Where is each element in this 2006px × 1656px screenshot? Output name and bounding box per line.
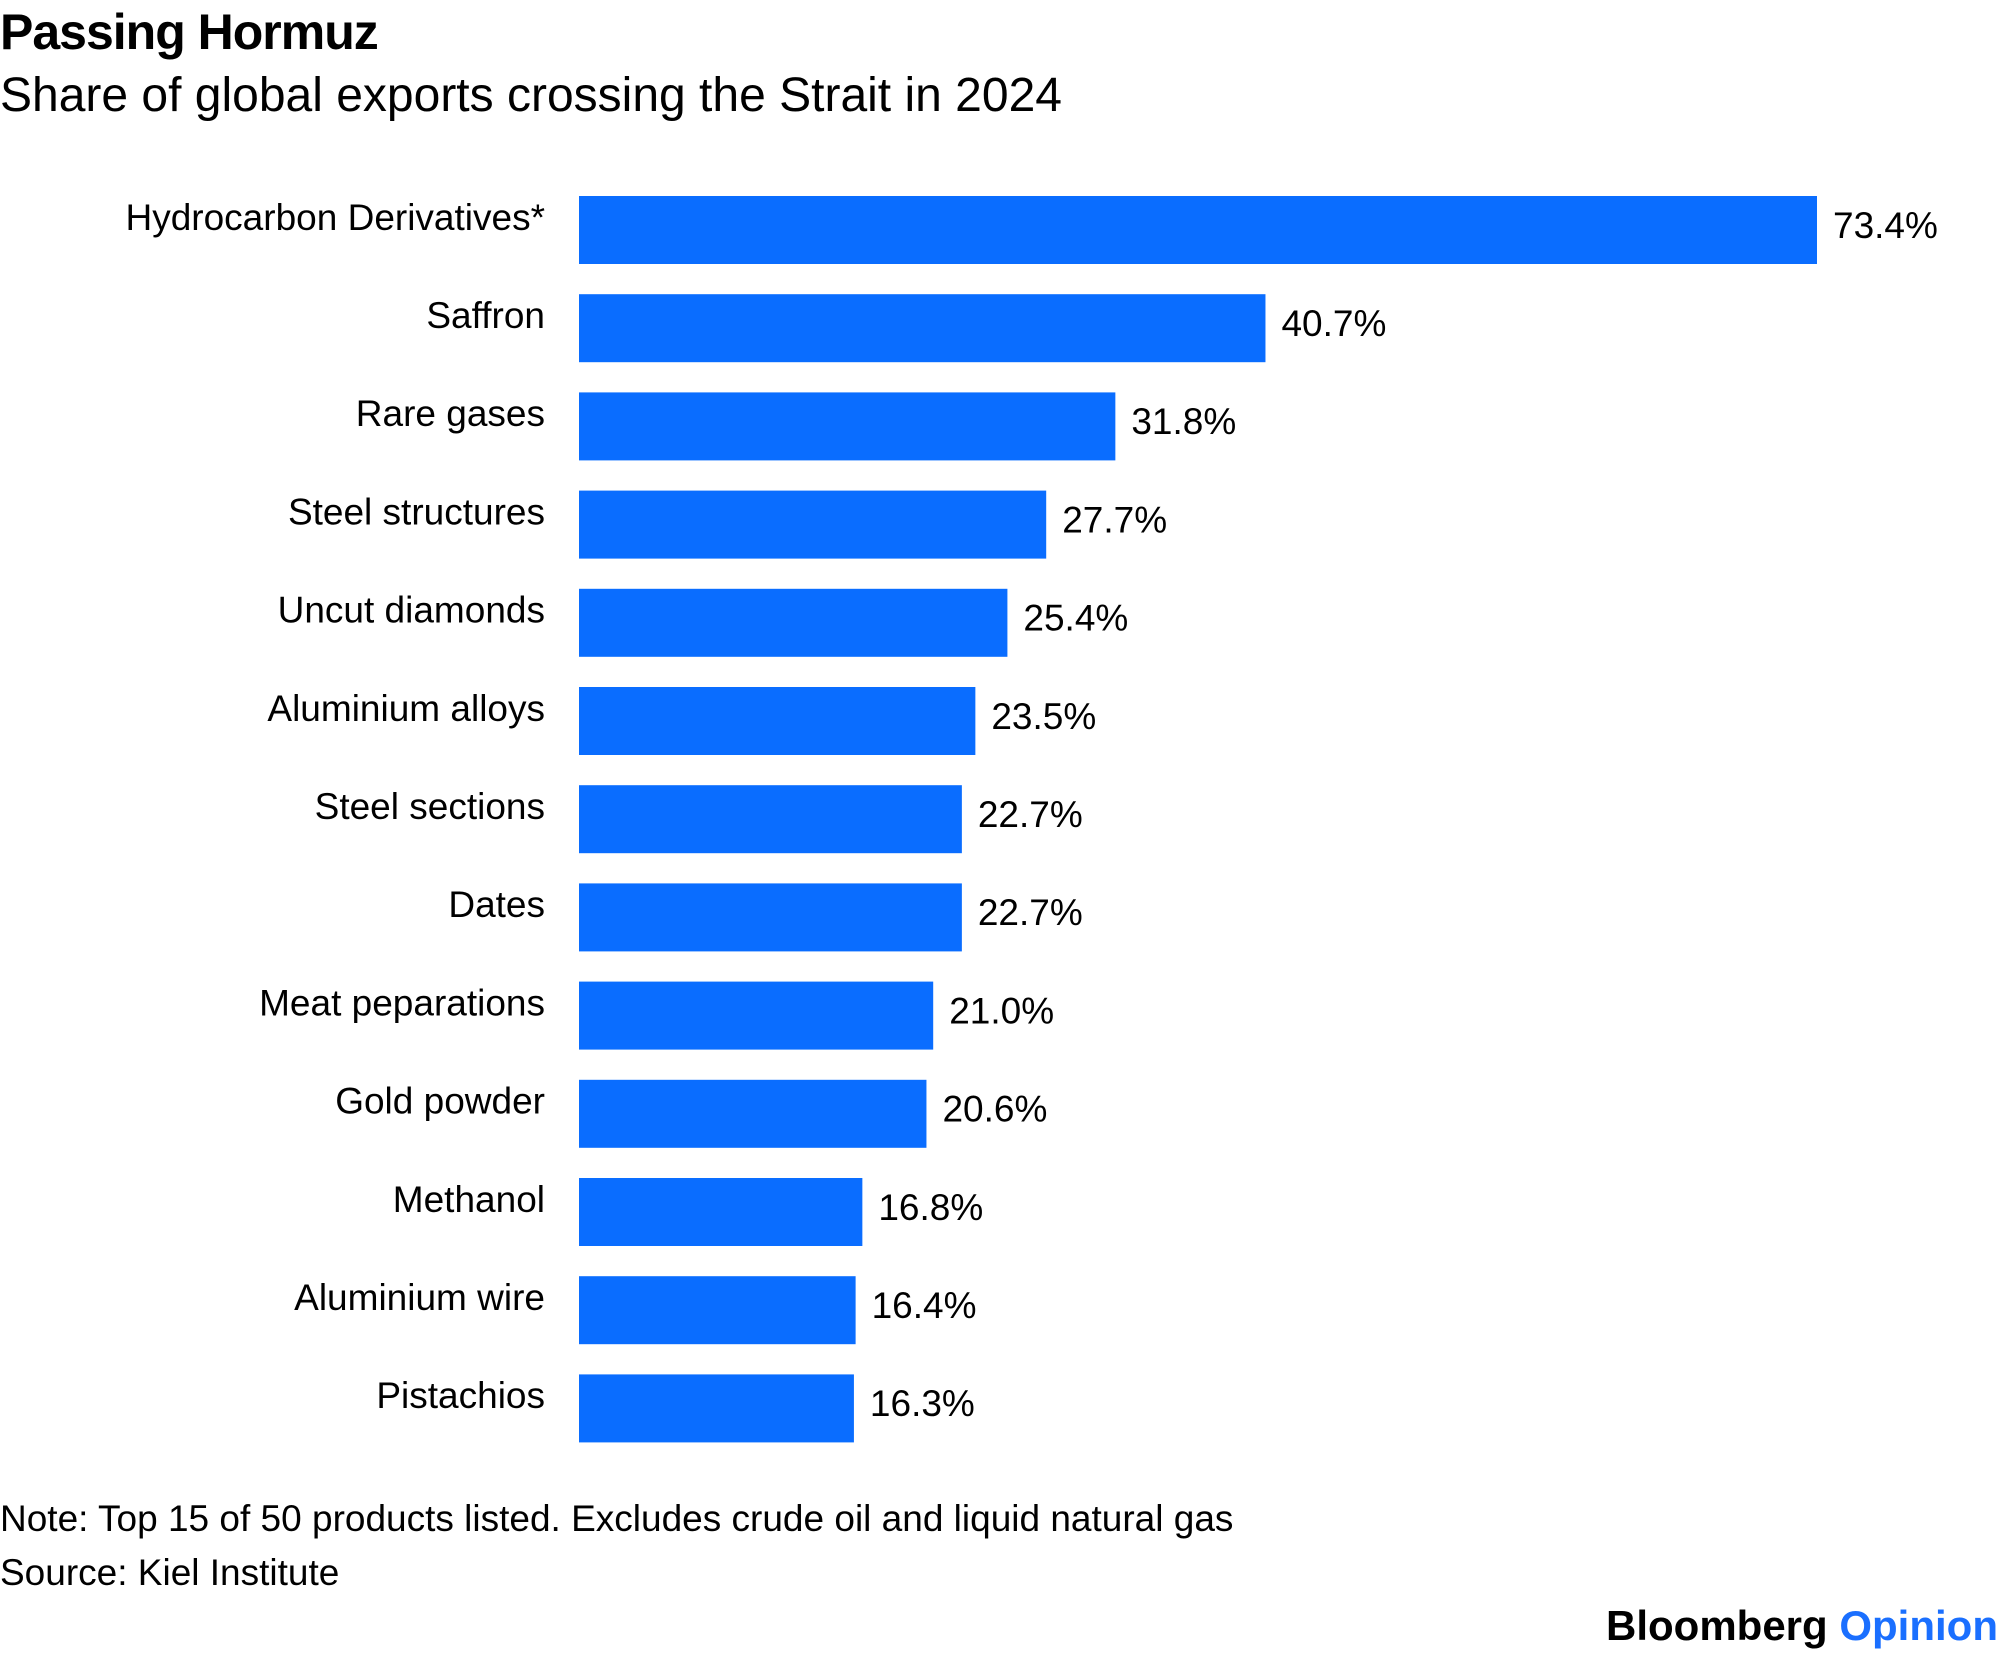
category-label: Uncut diamonds: [278, 590, 545, 631]
chart-title: Passing Hormuz: [0, 4, 379, 60]
category-label: Aluminium wire: [294, 1277, 545, 1318]
category-label: Gold powder: [335, 1081, 545, 1122]
category-label: Aluminium alloys: [267, 688, 545, 729]
bar-9: [579, 1079, 927, 1148]
value-label: 16.3%: [870, 1383, 975, 1424]
bar-chart: Hydrocarbon Derivatives* 73.4% Saffron 40.7…: [125, 196, 1938, 1443]
category-label: Pistachios: [376, 1375, 545, 1416]
category-label: Steel sections: [315, 786, 545, 827]
brand-name: Bloomberg: [1606, 1602, 1828, 1649]
chart-note: Note: Top 15 of 50 products listed. Excl…: [0, 1498, 1234, 1539]
category-label: Steel structures: [288, 491, 545, 532]
bar-4: [579, 588, 1008, 657]
value-label: 25.4%: [1023, 598, 1128, 639]
value-label: 16.8%: [878, 1187, 983, 1228]
value-label: 16.4%: [872, 1285, 977, 1326]
bar-3: [579, 490, 1047, 559]
bar-8: [579, 981, 934, 1050]
category-label: Rare gases: [356, 393, 545, 434]
value-label: 22.7%: [978, 892, 1083, 933]
bar-5: [579, 687, 976, 755]
bar-11: [579, 1276, 856, 1345]
bar-1: [579, 294, 1266, 363]
brand-opinion: Opinion: [1839, 1602, 1998, 1649]
value-label: 21.0%: [949, 990, 1054, 1031]
bar-10: [579, 1178, 863, 1246]
chart-subtitle: Share of global exports crossing the Str…: [0, 69, 1062, 122]
bar-2: [579, 392, 1116, 461]
value-label: 22.7%: [978, 794, 1083, 835]
value-label: 40.7%: [1281, 303, 1386, 344]
category-label: Hydrocarbon Derivatives*: [125, 197, 545, 238]
value-label: 31.8%: [1131, 401, 1236, 442]
bar-7: [579, 883, 962, 952]
value-label: 23.5%: [991, 696, 1096, 737]
chart-source: Source: Kiel Institute: [0, 1552, 340, 1593]
value-label: 27.7%: [1062, 499, 1167, 540]
bar-12: [579, 1374, 854, 1443]
bar-0: [579, 196, 1817, 264]
category-label: Saffron: [426, 295, 545, 336]
category-label: Dates: [448, 884, 545, 925]
value-label: 73.4%: [1833, 205, 1938, 246]
value-label: 20.6%: [942, 1089, 1047, 1130]
category-label: Methanol: [393, 1179, 545, 1220]
bar-6: [579, 785, 962, 854]
category-label: Meat peparations: [259, 982, 545, 1023]
brand-logo: Bloomberg Opinion: [1606, 1602, 1998, 1650]
